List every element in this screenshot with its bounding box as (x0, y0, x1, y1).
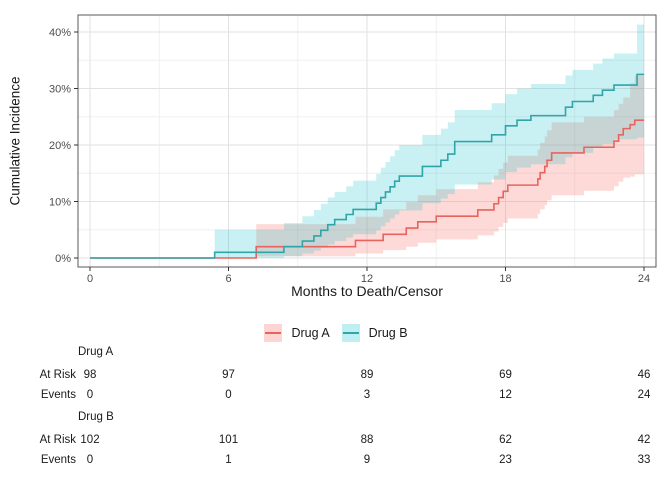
risk-value: 0 (86, 389, 94, 401)
risk-value: 33 (637, 454, 651, 466)
legend-swatch-drug-a (264, 324, 283, 342)
risk-value: 3 (363, 389, 371, 401)
risk-value: 62 (499, 434, 512, 446)
x-axis-title: Months to Death/Censor (291, 283, 443, 299)
risk-row-label: Events (40, 389, 76, 401)
y-tick-label: 0% (55, 253, 71, 265)
y-tick-label: 30% (49, 84, 71, 96)
x-tick-label: 24 (638, 273, 650, 285)
legend-item-drug-b: Drug B (341, 324, 408, 342)
risk-value: 101 (218, 434, 239, 446)
confidence-band-drug-a (256, 75, 644, 257)
risk-value: 97 (222, 369, 235, 381)
risk-value: 98 (83, 369, 97, 381)
risk-value: 1 (225, 454, 232, 466)
plot-canvas: 0 6 12 18 24 0% 10% 20% 30% 40% (49, 14, 657, 285)
legend-line-icon (342, 332, 359, 334)
risk-value: 102 (80, 434, 100, 446)
legend-label-drug-b: Drug B (368, 326, 408, 340)
risk-value: 69 (499, 369, 512, 381)
risk-value: 89 (360, 369, 374, 381)
legend-swatch-drug-b (341, 324, 360, 342)
risk-group-header: Drug A (78, 346, 114, 358)
risk-value: 9 (363, 454, 371, 466)
incidence-line-drug-a (90, 119, 644, 259)
risk-value: 0 (225, 389, 232, 401)
risk-row-label: At Risk (39, 369, 76, 381)
risk-value: 0 (86, 454, 94, 466)
risk-value: 23 (499, 454, 512, 466)
y-tick-label: 40% (49, 27, 71, 39)
legend-line-icon (265, 332, 282, 334)
legend: Drug A Drug B (0, 321, 672, 345)
y-tick-label: 20% (49, 140, 71, 152)
x-tick-label: 6 (225, 273, 231, 285)
risk-row-label: Events (40, 454, 76, 466)
legend-item-drug-a: Drug A (264, 324, 330, 342)
risk-value: 88 (360, 434, 374, 446)
risk-value: 12 (499, 389, 512, 401)
legend-label-drug-a: Drug A (291, 326, 330, 340)
risk-group-header: Drug B (78, 411, 114, 423)
risk-value: 24 (637, 389, 651, 401)
risk-row-label: At Risk (39, 434, 76, 446)
incidence-line-drug-b (90, 73, 644, 259)
risk-value: 42 (637, 434, 651, 446)
x-tick-label: 12 (361, 273, 373, 285)
confidence-band-drug-b (214, 24, 644, 259)
x-tick-label: 0 (87, 273, 93, 285)
risk-value: 46 (637, 369, 651, 381)
y-tick-label: 10% (49, 197, 71, 209)
x-tick-label: 18 (499, 273, 511, 285)
